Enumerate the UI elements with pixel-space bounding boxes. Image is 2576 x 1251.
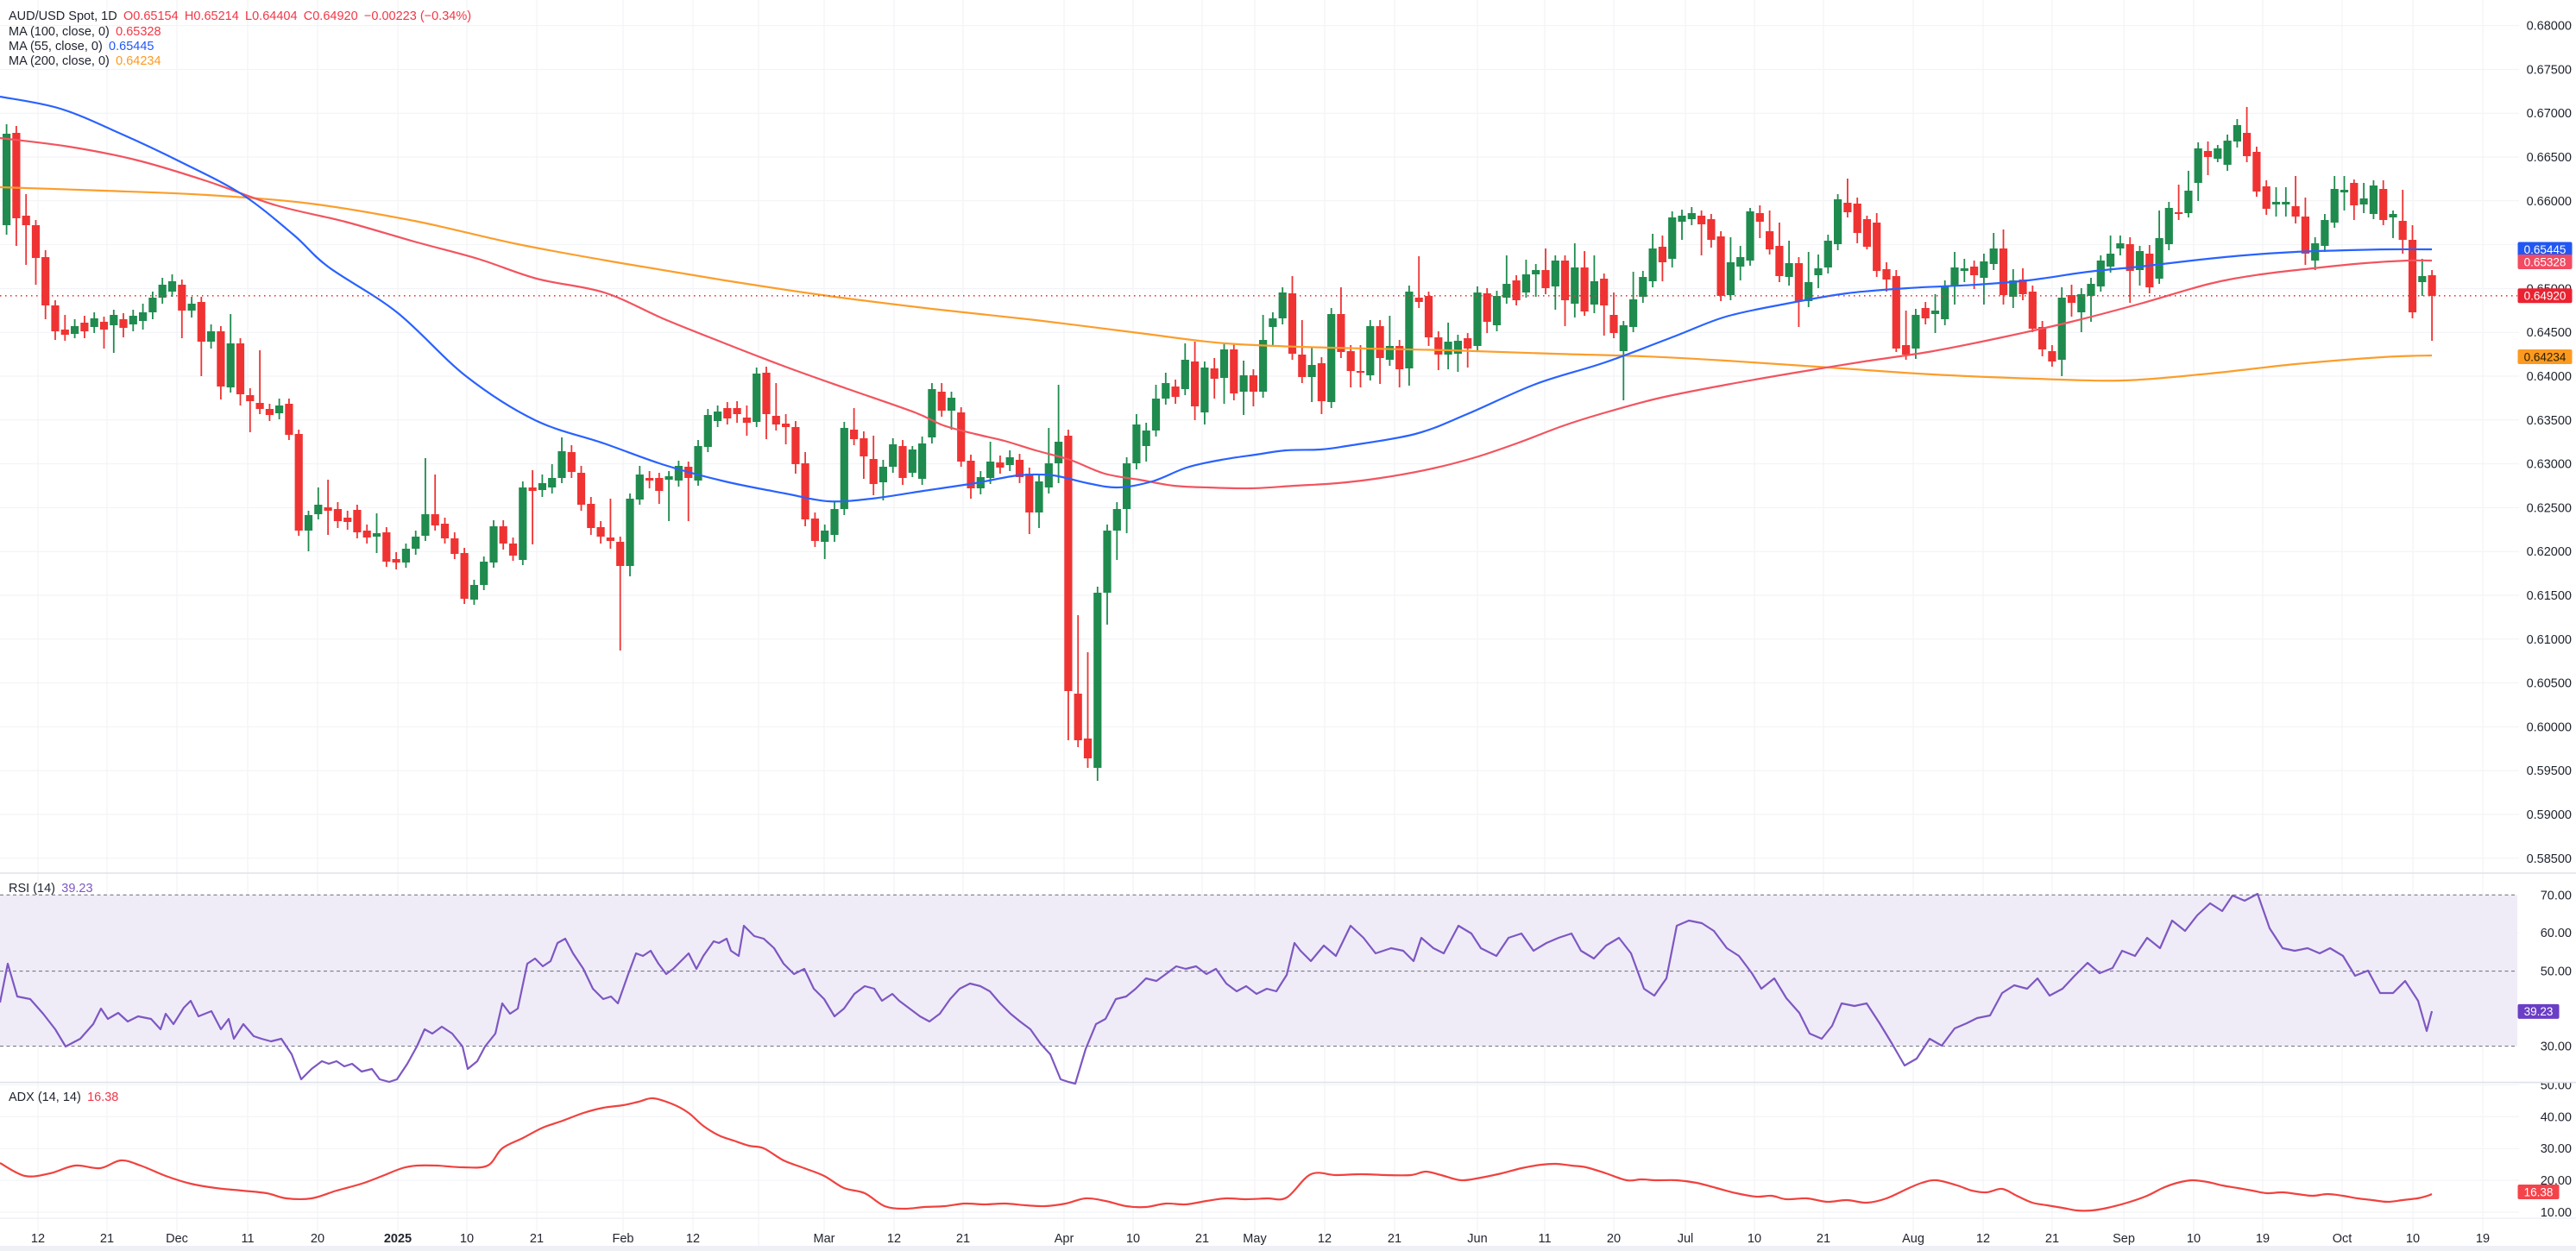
- svg-text:50.00: 50.00: [2541, 965, 2572, 979]
- svg-text:MA (55, close, 0) 0.65445: MA (55, close, 0) 0.65445: [9, 40, 154, 53]
- svg-text:0.63000: 0.63000: [2527, 458, 2572, 472]
- svg-text:2025: 2025: [384, 1232, 412, 1246]
- svg-text:0.64234: 0.64234: [2524, 350, 2567, 363]
- svg-text:0.62000: 0.62000: [2527, 545, 2572, 559]
- svg-text:21: 21: [1195, 1232, 1209, 1246]
- svg-text:0.59000: 0.59000: [2527, 808, 2572, 822]
- svg-text:10: 10: [460, 1232, 474, 1246]
- svg-text:60.00: 60.00: [2541, 927, 2572, 940]
- svg-text:70.00: 70.00: [2541, 889, 2572, 902]
- svg-text:19: 19: [2476, 1232, 2490, 1246]
- svg-text:Jun: Jun: [1467, 1232, 1487, 1246]
- svg-text:ADX (14, 14) 16.38: ADX (14, 14) 16.38: [9, 1091, 118, 1104]
- svg-text:0.64920: 0.64920: [2524, 290, 2567, 303]
- svg-text:MA (100, close, 0) 0.65328: MA (100, close, 0) 0.65328: [9, 25, 161, 39]
- svg-text:0.66000: 0.66000: [2527, 195, 2572, 209]
- svg-text:12: 12: [1318, 1232, 1332, 1246]
- svg-text:Jul: Jul: [1678, 1232, 1694, 1246]
- svg-text:Dec: Dec: [166, 1232, 188, 1246]
- svg-text:Sep: Sep: [2113, 1232, 2135, 1246]
- svg-text:0.65328: 0.65328: [2524, 255, 2567, 268]
- svg-text:0.61500: 0.61500: [2527, 589, 2572, 603]
- svg-text:19: 19: [2256, 1232, 2270, 1246]
- svg-text:12: 12: [1976, 1232, 1990, 1246]
- svg-text:39.23: 39.23: [2524, 1005, 2554, 1018]
- svg-text:30.00: 30.00: [2541, 1040, 2572, 1054]
- svg-text:0.66500: 0.66500: [2527, 151, 2572, 165]
- svg-text:10: 10: [1126, 1232, 1140, 1246]
- svg-text:10: 10: [2406, 1232, 2420, 1246]
- svg-text:Apr: Apr: [1055, 1232, 1074, 1246]
- svg-text:21: 21: [100, 1232, 114, 1246]
- svg-text:20: 20: [1607, 1232, 1621, 1246]
- svg-text:AUD/USD Spot, 1D O0.65154 H0.6: AUD/USD Spot, 1D O0.65154 H0.65214 L0.64…: [9, 9, 471, 23]
- svg-text:21: 21: [956, 1232, 970, 1246]
- svg-text:MA (200, close, 0) 0.64234: MA (200, close, 0) 0.64234: [9, 54, 161, 68]
- svg-text:0.67500: 0.67500: [2527, 63, 2572, 77]
- svg-text:0.64500: 0.64500: [2527, 326, 2572, 340]
- svg-text:0.58500: 0.58500: [2527, 852, 2572, 866]
- svg-text:0.63500: 0.63500: [2527, 414, 2572, 428]
- svg-text:10: 10: [2187, 1232, 2201, 1246]
- svg-text:0.64000: 0.64000: [2527, 370, 2572, 384]
- svg-text:11: 11: [241, 1232, 254, 1246]
- svg-text:0.67000: 0.67000: [2527, 107, 2572, 121]
- svg-text:30.00: 30.00: [2541, 1142, 2572, 1156]
- svg-text:0.61000: 0.61000: [2527, 633, 2572, 647]
- svg-text:20: 20: [311, 1232, 324, 1246]
- svg-text:0.60500: 0.60500: [2527, 677, 2572, 691]
- svg-text:0.60000: 0.60000: [2527, 720, 2572, 734]
- svg-text:21: 21: [1817, 1232, 1830, 1246]
- svg-text:Feb: Feb: [613, 1232, 634, 1246]
- svg-text:21: 21: [2045, 1232, 2059, 1246]
- svg-text:21: 21: [530, 1232, 544, 1246]
- svg-text:40.00: 40.00: [2541, 1110, 2572, 1124]
- svg-text:Mar: Mar: [814, 1232, 835, 1246]
- svg-text:Oct: Oct: [2333, 1232, 2352, 1246]
- svg-text:0.68000: 0.68000: [2527, 20, 2572, 34]
- svg-text:11: 11: [1538, 1232, 1551, 1246]
- svg-text:12: 12: [31, 1232, 45, 1246]
- svg-text:0.65445: 0.65445: [2524, 243, 2567, 256]
- svg-text:12: 12: [686, 1232, 700, 1246]
- svg-text:0.59500: 0.59500: [2527, 764, 2572, 778]
- svg-text:16.38: 16.38: [2524, 1185, 2554, 1198]
- svg-text:12: 12: [887, 1232, 901, 1246]
- svg-text:10: 10: [1748, 1232, 1761, 1246]
- svg-text:10.00: 10.00: [2541, 1206, 2572, 1220]
- svg-text:RSI (14) 39.23: RSI (14) 39.23: [9, 882, 93, 896]
- svg-text:May: May: [1243, 1232, 1267, 1246]
- svg-text:Aug: Aug: [1902, 1232, 1924, 1246]
- svg-text:21: 21: [1388, 1232, 1401, 1246]
- svg-text:0.62500: 0.62500: [2527, 501, 2572, 515]
